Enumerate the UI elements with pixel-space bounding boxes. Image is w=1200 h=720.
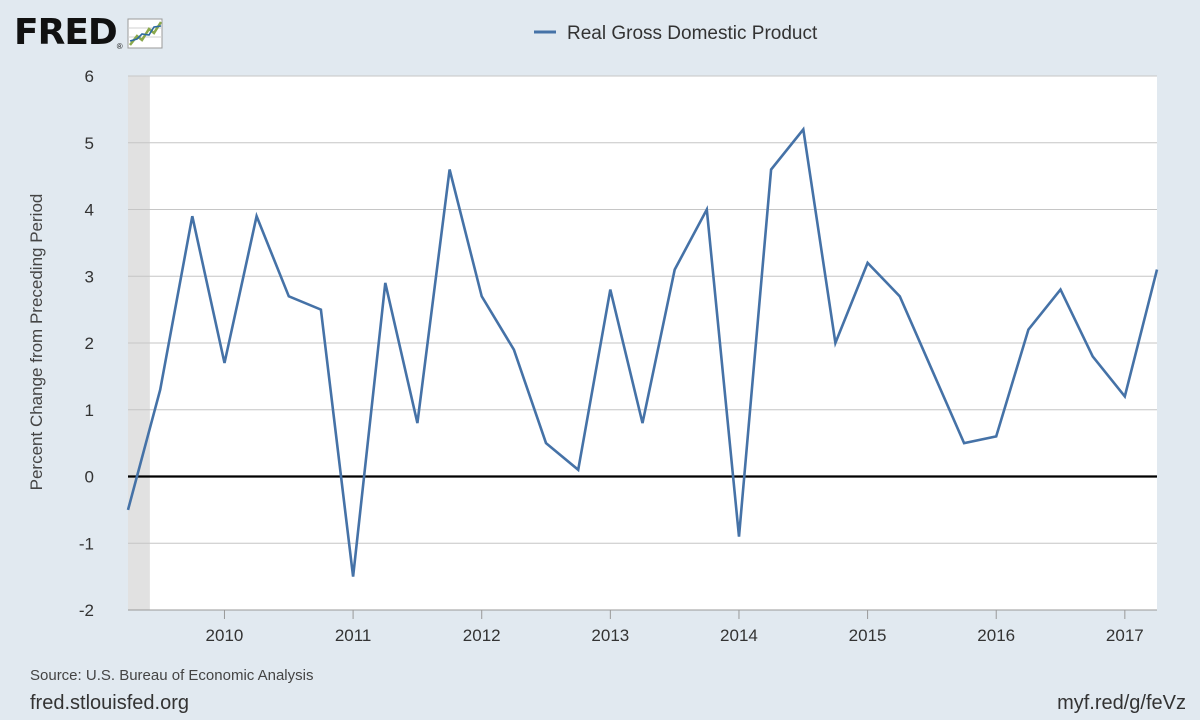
- y-tick-label: 6: [85, 67, 94, 86]
- x-tick-label: 2014: [720, 626, 758, 645]
- y-axis-title: Percent Change from Preceding Period: [27, 194, 46, 491]
- data-point[interactable]: [832, 340, 838, 346]
- data-point[interactable]: [607, 287, 613, 293]
- data-point[interactable]: [221, 360, 227, 366]
- y-tick-label: 5: [85, 134, 94, 153]
- data-point[interactable]: [1025, 327, 1031, 333]
- x-tick-label: 2016: [977, 626, 1015, 645]
- data-point[interactable]: [447, 166, 453, 172]
- data-point[interactable]: [189, 213, 195, 219]
- data-point[interactable]: [286, 293, 292, 299]
- y-tick-label: 2: [85, 334, 94, 353]
- x-tick-label: 2017: [1106, 626, 1144, 645]
- x-tick-label: 2011: [335, 626, 372, 645]
- x-tick-label: 2010: [206, 626, 244, 645]
- data-point[interactable]: [1058, 287, 1064, 293]
- short-url-link[interactable]: myf.red/g/feVz: [1057, 692, 1186, 714]
- x-tick-label: 2015: [849, 626, 887, 645]
- data-point[interactable]: [575, 467, 581, 473]
- data-point[interactable]: [1090, 353, 1096, 359]
- y-tick-label: 0: [85, 468, 94, 487]
- data-point[interactable]: [993, 433, 999, 439]
- data-point[interactable]: [704, 207, 710, 213]
- data-point[interactable]: [318, 307, 324, 313]
- x-tick-label: 2012: [463, 626, 501, 645]
- data-point[interactable]: [1154, 267, 1160, 273]
- data-point[interactable]: [1122, 393, 1128, 399]
- data-point[interactable]: [382, 280, 388, 286]
- data-point[interactable]: [157, 387, 163, 393]
- data-point[interactable]: [543, 440, 549, 446]
- data-point[interactable]: [672, 267, 678, 273]
- data-point[interactable]: [350, 574, 356, 580]
- y-tick-label: -1: [79, 534, 94, 553]
- chart-trend-icon: [127, 18, 163, 48]
- data-point[interactable]: [736, 534, 742, 540]
- y-tick-label: -2: [79, 601, 94, 620]
- legend[interactable]: Real Gross Domestic Product: [534, 23, 818, 44]
- data-point[interactable]: [254, 213, 260, 219]
- data-point[interactable]: [125, 507, 131, 513]
- registered-mark: ®: [116, 42, 123, 51]
- source-note: Source: U.S. Bureau of Economic Analysis: [30, 667, 314, 684]
- y-tick-label: 3: [85, 267, 94, 286]
- data-point[interactable]: [768, 166, 774, 172]
- x-tick-label: 2013: [591, 626, 629, 645]
- y-tick-label: 4: [85, 201, 94, 220]
- data-point[interactable]: [865, 260, 871, 266]
- data-point[interactable]: [800, 126, 806, 132]
- series-line-real-gdp[interactable]: [126, 126, 1159, 577]
- data-point[interactable]: [414, 420, 420, 426]
- data-point[interactable]: [961, 440, 967, 446]
- data-point[interactable]: [929, 367, 935, 373]
- legend-label: Real Gross Domestic Product: [567, 23, 818, 44]
- data-point[interactable]: [511, 347, 517, 353]
- data-point[interactable]: [640, 420, 646, 426]
- data-point[interactable]: [479, 293, 485, 299]
- y-tick-label: 1: [85, 401, 94, 420]
- data-point[interactable]: [897, 293, 903, 299]
- fred-logo: FRED ®: [14, 12, 163, 53]
- site-link[interactable]: fred.stlouisfed.org: [30, 692, 189, 714]
- logo-text: FRED: [14, 12, 118, 53]
